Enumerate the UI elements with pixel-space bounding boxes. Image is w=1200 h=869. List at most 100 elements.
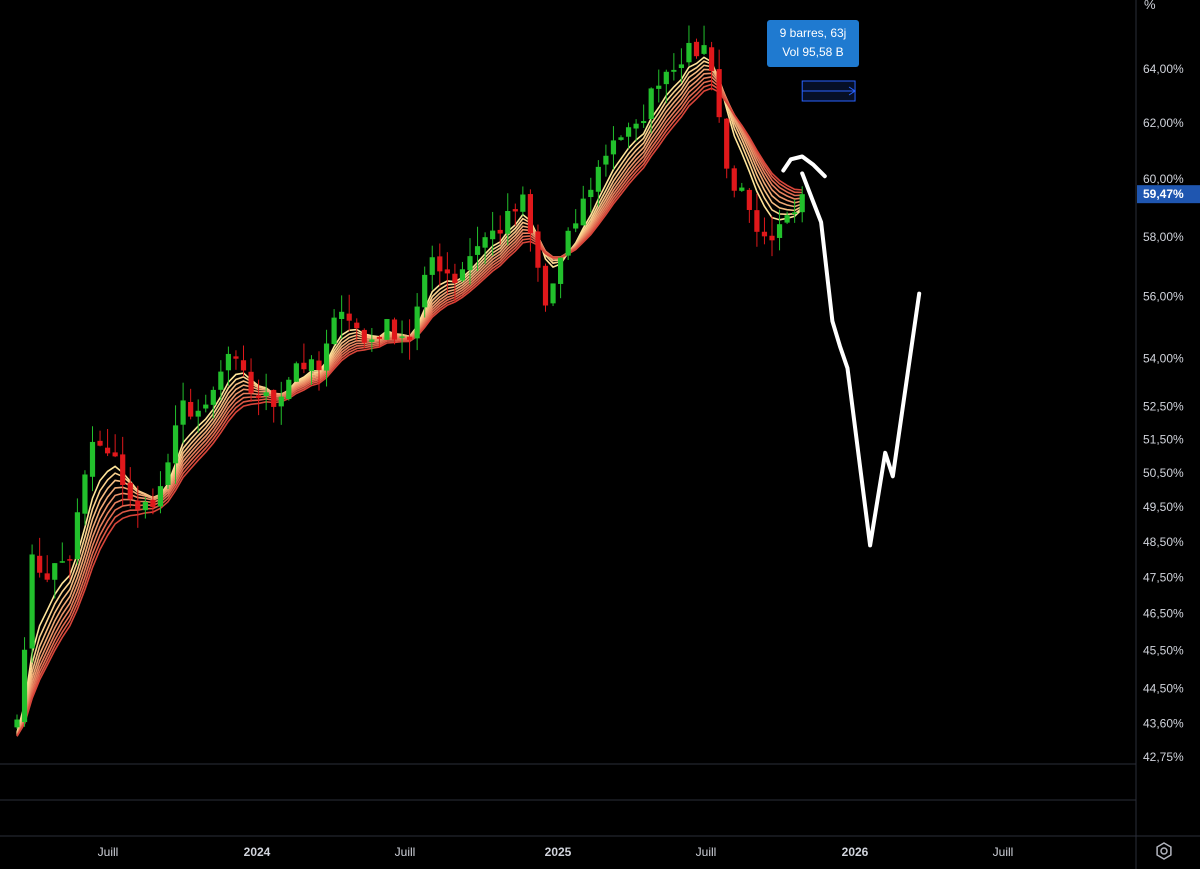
candle — [218, 360, 224, 401]
candle — [29, 544, 35, 663]
candle — [150, 488, 156, 515]
candle — [256, 379, 262, 416]
candle — [165, 453, 171, 490]
candle — [44, 555, 50, 583]
candle — [37, 537, 43, 578]
candle — [301, 343, 307, 374]
measure-bars-text: 9 barres, 63j — [779, 26, 847, 40]
measure-tooltip: 9 barres, 63j Vol 95,58 B — [767, 20, 859, 67]
candle — [308, 355, 315, 385]
time-axis[interactable]: Juill 2024 Juill 2025 Juill 2026 Juill — [98, 845, 1014, 859]
ma-ribbon — [16, 56, 803, 737]
candle — [648, 87, 654, 134]
candle — [82, 470, 88, 526]
candle — [120, 436, 126, 506]
candle — [595, 160, 601, 207]
candle — [633, 119, 639, 142]
ma-line — [16, 56, 803, 733]
candle — [550, 283, 556, 307]
candle — [769, 216, 775, 257]
y-tick-label: 47,50% — [1143, 570, 1184, 584]
candle — [580, 185, 586, 226]
settings-gear-icon[interactable] — [1153, 840, 1175, 862]
measure-tool[interactable] — [801, 80, 856, 102]
x-tick-label: 2024 — [244, 845, 271, 859]
y-tick-label: 60,00% — [1143, 172, 1184, 186]
candles — [14, 25, 805, 729]
candle — [278, 381, 284, 425]
candle — [474, 226, 481, 272]
candle — [535, 224, 541, 282]
y-tick-label: 48,50% — [1143, 535, 1184, 549]
candle — [444, 252, 450, 294]
candle — [558, 257, 564, 299]
y-tick-label: 62,00% — [1143, 116, 1184, 130]
candle — [693, 38, 700, 59]
candle — [52, 563, 58, 599]
projection-hook-line[interactable] — [781, 154, 827, 179]
candle — [172, 405, 179, 484]
candle — [459, 261, 466, 283]
ma-line — [16, 64, 803, 735]
candle — [346, 294, 352, 332]
y-tick-label: 51,50% — [1143, 433, 1184, 447]
ma-line — [16, 87, 803, 737]
ma-line — [16, 79, 803, 737]
candle — [225, 346, 231, 386]
y-tick-label: 56,00% — [1143, 290, 1184, 304]
y-tick-label: 49,50% — [1143, 500, 1184, 514]
candle — [678, 48, 684, 83]
candle — [512, 203, 518, 226]
candle — [89, 426, 96, 492]
candle — [746, 187, 752, 223]
projection-zigzag-line[interactable] — [800, 171, 922, 548]
candle — [384, 318, 390, 340]
candle — [286, 376, 292, 401]
y-tick-label: 52,50% — [1143, 400, 1184, 414]
candle — [14, 714, 20, 729]
y-tick-label: 43,60% — [1143, 716, 1184, 730]
candle — [21, 637, 28, 727]
candle — [573, 209, 579, 233]
candle — [709, 41, 715, 91]
y-tick-label: 50,50% — [1143, 466, 1184, 480]
candle — [429, 245, 435, 290]
last-price-label: 59,47% — [1143, 187, 1184, 201]
candle — [588, 177, 594, 213]
candle — [399, 320, 405, 354]
y-tick-label: 42,75% — [1143, 750, 1184, 764]
hand-drawn-projection[interactable] — [781, 154, 922, 548]
price-axis[interactable]: 64,00% 62,00% 60,00% 58,00% 56,00% 54,00% 52,5… — [1137, 62, 1200, 764]
candle — [625, 122, 632, 149]
candle — [97, 430, 103, 447]
candle — [376, 335, 382, 348]
candle — [792, 199, 798, 223]
candle — [233, 350, 239, 370]
candle — [497, 215, 503, 245]
candle — [203, 394, 209, 413]
candle — [240, 345, 247, 377]
candle — [361, 328, 367, 349]
candle — [323, 329, 330, 387]
candle — [467, 238, 473, 285]
x-tick-label: Juill — [696, 845, 717, 859]
candle — [339, 295, 345, 340]
candle — [754, 193, 760, 247]
candle — [437, 243, 443, 287]
candle — [761, 217, 768, 245]
last-price-badge — [1137, 185, 1200, 204]
candle — [701, 25, 707, 56]
ma-line — [16, 76, 803, 736]
candle — [565, 227, 571, 260]
candle — [686, 25, 692, 67]
candle — [74, 498, 80, 565]
x-tick-label: 2026 — [842, 845, 869, 859]
candle — [731, 165, 737, 198]
candle — [135, 485, 141, 528]
candle — [542, 263, 549, 312]
candle — [490, 211, 496, 256]
candle — [105, 428, 111, 457]
candle — [127, 467, 133, 508]
x-tick-label: 2025 — [545, 845, 572, 859]
